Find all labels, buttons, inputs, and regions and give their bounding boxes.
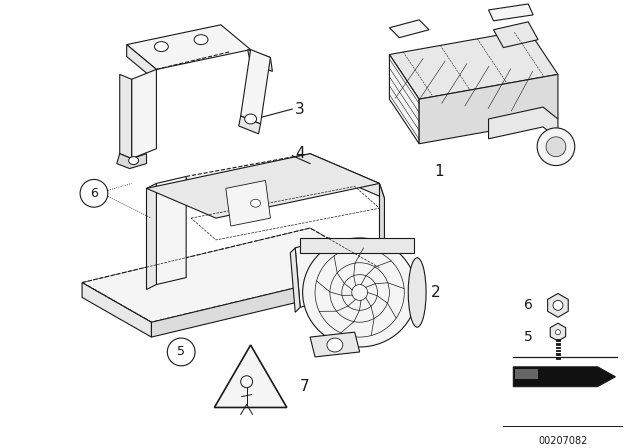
- Circle shape: [167, 338, 195, 366]
- Polygon shape: [513, 367, 616, 387]
- Ellipse shape: [537, 128, 575, 166]
- Polygon shape: [248, 50, 273, 71]
- Polygon shape: [127, 45, 156, 81]
- Text: 5: 5: [177, 345, 185, 358]
- Polygon shape: [120, 74, 132, 159]
- Ellipse shape: [194, 34, 208, 45]
- Text: 5: 5: [524, 330, 533, 344]
- Polygon shape: [152, 268, 380, 337]
- Text: 3: 3: [295, 102, 305, 116]
- Polygon shape: [380, 183, 385, 268]
- Polygon shape: [300, 238, 414, 253]
- Circle shape: [80, 180, 108, 207]
- Text: 00207082: 00207082: [538, 436, 588, 446]
- Polygon shape: [291, 248, 300, 312]
- Ellipse shape: [327, 338, 343, 352]
- Text: 6: 6: [524, 298, 533, 312]
- Polygon shape: [239, 116, 260, 134]
- Polygon shape: [226, 181, 271, 226]
- Ellipse shape: [546, 137, 566, 157]
- Polygon shape: [127, 25, 251, 69]
- Polygon shape: [493, 22, 538, 47]
- Ellipse shape: [303, 238, 417, 347]
- Text: 1: 1: [434, 164, 444, 179]
- Text: 4: 4: [295, 146, 305, 161]
- Polygon shape: [389, 30, 558, 99]
- Ellipse shape: [154, 42, 168, 52]
- Polygon shape: [515, 369, 538, 379]
- Polygon shape: [310, 154, 385, 198]
- Text: 6: 6: [90, 187, 98, 200]
- Polygon shape: [214, 345, 287, 408]
- Polygon shape: [132, 69, 156, 159]
- Polygon shape: [488, 4, 533, 21]
- Polygon shape: [550, 323, 566, 341]
- Ellipse shape: [556, 330, 561, 335]
- Polygon shape: [147, 183, 156, 289]
- Polygon shape: [147, 154, 380, 218]
- Ellipse shape: [129, 157, 139, 164]
- Polygon shape: [156, 177, 186, 284]
- Polygon shape: [186, 154, 320, 196]
- Polygon shape: [295, 238, 335, 307]
- Polygon shape: [82, 228, 380, 322]
- Polygon shape: [82, 283, 152, 337]
- Ellipse shape: [256, 56, 267, 66]
- Polygon shape: [116, 154, 147, 168]
- Text: 7: 7: [300, 379, 310, 394]
- Polygon shape: [548, 293, 568, 317]
- Ellipse shape: [553, 301, 563, 310]
- Text: 2: 2: [431, 285, 441, 300]
- Polygon shape: [488, 107, 558, 139]
- Ellipse shape: [251, 199, 260, 207]
- Polygon shape: [419, 74, 558, 144]
- Polygon shape: [310, 332, 360, 357]
- Polygon shape: [241, 50, 271, 124]
- Ellipse shape: [408, 258, 426, 327]
- Polygon shape: [389, 55, 419, 144]
- Polygon shape: [389, 20, 429, 38]
- Ellipse shape: [244, 114, 257, 124]
